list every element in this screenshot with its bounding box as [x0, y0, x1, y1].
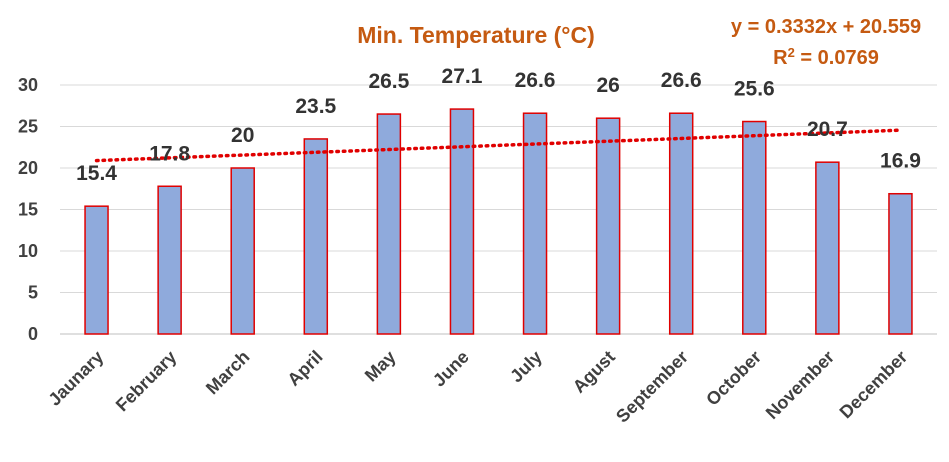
y-tick-label: 10: [18, 241, 38, 261]
bar: [84, 205, 109, 335]
x-tick-label: July: [506, 347, 546, 387]
x-tick-label: Agust: [569, 347, 619, 397]
bars: [84, 108, 913, 335]
bar: [668, 112, 694, 335]
y-axis-ticks: 0 5 10 15 20 25 30: [18, 75, 38, 344]
x-tick-label: February: [112, 347, 181, 416]
y-tick-label: 20: [18, 158, 38, 178]
y-tick-label: 5: [28, 283, 38, 303]
data-label: 20.7: [807, 118, 848, 141]
y-tick-label: 30: [18, 75, 38, 95]
x-tick-label: April: [283, 347, 326, 390]
x-tick-label: June: [429, 347, 473, 391]
data-label: 26.6: [661, 69, 702, 92]
data-label: 27.1: [442, 65, 483, 88]
r-squared-prefix: R: [773, 47, 788, 69]
x-axis-ticks: Jaunary February March April May June July Agus…: [44, 347, 911, 427]
y-tick-label: 0: [28, 324, 38, 344]
x-tick-label: May: [361, 347, 400, 386]
data-label: 26: [596, 74, 619, 97]
data-label: 17.8: [149, 142, 190, 165]
x-tick-label: December: [836, 347, 912, 423]
x-tick-label: Jaunary: [44, 347, 107, 410]
y-tick-label: 25: [18, 117, 38, 137]
bar: [522, 112, 548, 335]
r-squared-superscript: 2: [788, 45, 795, 60]
r-squared-label: R2 = 0.0769: [773, 45, 879, 69]
bar: [888, 192, 913, 335]
data-label: 26.5: [368, 70, 409, 93]
trendline: [94, 128, 903, 163]
x-tick-label: October: [702, 347, 765, 410]
gridlines: [60, 84, 937, 335]
data-label: 25.6: [734, 78, 775, 101]
data-label: 26.6: [515, 69, 556, 92]
x-tick-label: November: [762, 347, 838, 423]
bar: [815, 161, 840, 335]
bar: [303, 138, 329, 335]
trendline-layer: [94, 128, 903, 163]
bar: [595, 117, 621, 335]
chart-title: Min. Temperature (°C): [357, 22, 595, 48]
trendline-equation: y = 0.3332x + 20.559: [731, 16, 921, 38]
y-tick-label: 15: [18, 200, 38, 220]
bar: [157, 185, 182, 335]
data-label: 15.4: [76, 162, 117, 185]
x-tick-label: March: [202, 347, 254, 399]
data-labels: 15.4 17.8 20 23.5 26.5 27.1 26.6 26 26.6 25.6 20.7…: [76, 65, 921, 185]
bar: [742, 120, 767, 335]
bar: [230, 167, 255, 335]
data-label: 20: [231, 124, 254, 147]
bar: [376, 113, 402, 335]
x-tick-label: September: [612, 347, 692, 427]
data-label: 16.9: [880, 150, 921, 173]
bar: [449, 108, 475, 335]
data-label: 23.5: [295, 95, 336, 118]
r-squared-value: = 0.0769: [795, 47, 879, 69]
